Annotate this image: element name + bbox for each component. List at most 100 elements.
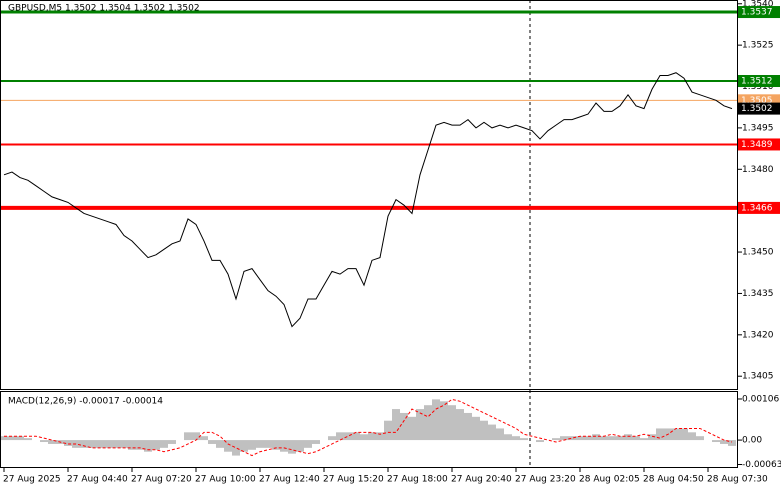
macd-bar: [480, 420, 488, 441]
macd-title: MACD(12,26,9) -0.00017 -0.00014: [8, 397, 163, 407]
last-price-label: 1.3502: [741, 104, 773, 114]
y-tick-label: 1.3435: [742, 289, 774, 299]
macd-bar: [288, 440, 296, 454]
macd-bar: [400, 412, 408, 441]
macd-bar: [24, 438, 32, 441]
macd-bar: [448, 405, 456, 441]
y-tick-label: 1.3525: [742, 41, 774, 51]
macd-bar: [0, 436, 8, 441]
macd-bar: [696, 436, 704, 441]
level-label: 1.3512: [741, 77, 773, 87]
macd-bar: [352, 432, 360, 441]
macd-bar: [120, 440, 128, 448]
level-label: 1.3505: [741, 96, 773, 106]
macd-bar: [360, 434, 368, 441]
macd-bar: [424, 405, 432, 441]
macd-bar: [240, 440, 248, 452]
macd-bar: [64, 440, 72, 446]
macd-panel-frame: [0, 391, 738, 468]
y-tick-label: -0.00063: [742, 460, 781, 470]
x-tick-label: 27 Aug 12:40: [259, 475, 320, 485]
level-label-box: [738, 75, 780, 88]
macd-bar: [256, 440, 264, 448]
last-price-box: [738, 102, 780, 115]
macd-bar: [552, 438, 560, 441]
x-tick-label: 27 Aug 20:40: [451, 475, 512, 485]
level-label-box: [738, 138, 780, 151]
macd-bar: [520, 438, 528, 441]
x-tick-label: 27 Aug 18:00: [387, 475, 448, 485]
x-tick-label: 27 Aug 23:20: [515, 475, 576, 485]
y-tick-label: 1.3450: [742, 248, 774, 258]
macd-bar: [296, 440, 304, 452]
macd-bar: [408, 416, 416, 441]
x-tick-label: 28 Aug 04:50: [643, 475, 704, 485]
macd-bar: [576, 436, 584, 441]
macd-bar: [192, 432, 200, 441]
x-tick-label: 28 Aug 02:05: [579, 475, 640, 485]
level-label: 1.3537: [741, 8, 773, 18]
x-tick-label: 27 Aug 10:00: [195, 475, 256, 485]
macd-bar: [456, 409, 464, 441]
macd-bar: [208, 440, 216, 444]
macd-bar: [568, 436, 576, 441]
macd-bar: [464, 412, 472, 441]
x-tick-label: 27 Aug 15:20: [323, 475, 384, 485]
macd-bar: [560, 436, 568, 441]
macd-bar: [312, 440, 320, 444]
y-tick-label: 1.3405: [742, 372, 774, 382]
macd-bar: [112, 440, 120, 448]
macd-bar: [224, 440, 232, 452]
macd-bar: [168, 440, 176, 444]
macd-bar: [264, 440, 272, 448]
level-label: 1.3466: [741, 203, 773, 213]
macd-bar: [656, 428, 664, 441]
macd-bar: [536, 440, 544, 443]
macd-bar: [160, 440, 168, 448]
y-tick-label: 1.3495: [742, 123, 774, 133]
chart-title: GBPUSD,M5 1.3502 1.3504 1.3502 1.3502: [8, 4, 200, 14]
macd-bar: [152, 440, 160, 450]
macd-bar: [376, 432, 384, 441]
macd-bar: [648, 434, 656, 441]
macd-bar: [608, 436, 616, 441]
macd-bar: [104, 440, 112, 448]
macd-bar: [144, 440, 152, 452]
macd-bar: [680, 428, 688, 441]
macd-bar: [232, 440, 240, 456]
macd-bar: [504, 434, 512, 441]
macd-bar: [248, 440, 256, 450]
y-tick-label: 1.3510: [742, 82, 774, 92]
macd-bar: [640, 438, 648, 441]
macd-bar: [280, 440, 288, 452]
macd-bar: [584, 436, 592, 441]
y-tick-label: 0.00106: [742, 394, 779, 404]
macd-bar: [672, 428, 680, 441]
x-tick-label: 27 Aug 07:20: [131, 475, 192, 485]
macd-bar: [488, 424, 496, 441]
price-line: [3, 72, 733, 328]
macd-bar: [616, 436, 624, 441]
macd-bar: [80, 440, 88, 448]
macd-bar: [416, 409, 424, 441]
x-tick-label: 28 Aug 07:30: [707, 475, 768, 485]
macd-bar: [216, 440, 224, 448]
macd-bar: [136, 440, 144, 450]
macd-bar: [440, 401, 448, 441]
macd-bar: [600, 436, 608, 441]
macd-bar: [272, 440, 280, 450]
macd-bar: [304, 440, 312, 448]
x-tick-label: 27 Aug 2025: [3, 475, 61, 485]
macd-bar: [384, 420, 392, 441]
macd-bar: [344, 432, 352, 441]
macd-bar: [40, 440, 48, 443]
plot-layer: [0, 10, 738, 457]
macd-bar: [632, 436, 640, 441]
macd-bar: [184, 432, 192, 441]
level-label-box: [738, 6, 780, 19]
macd-bar: [688, 432, 696, 441]
macd-bar: [624, 434, 632, 441]
macd-bar: [728, 440, 736, 446]
macd-bar: [496, 428, 504, 441]
